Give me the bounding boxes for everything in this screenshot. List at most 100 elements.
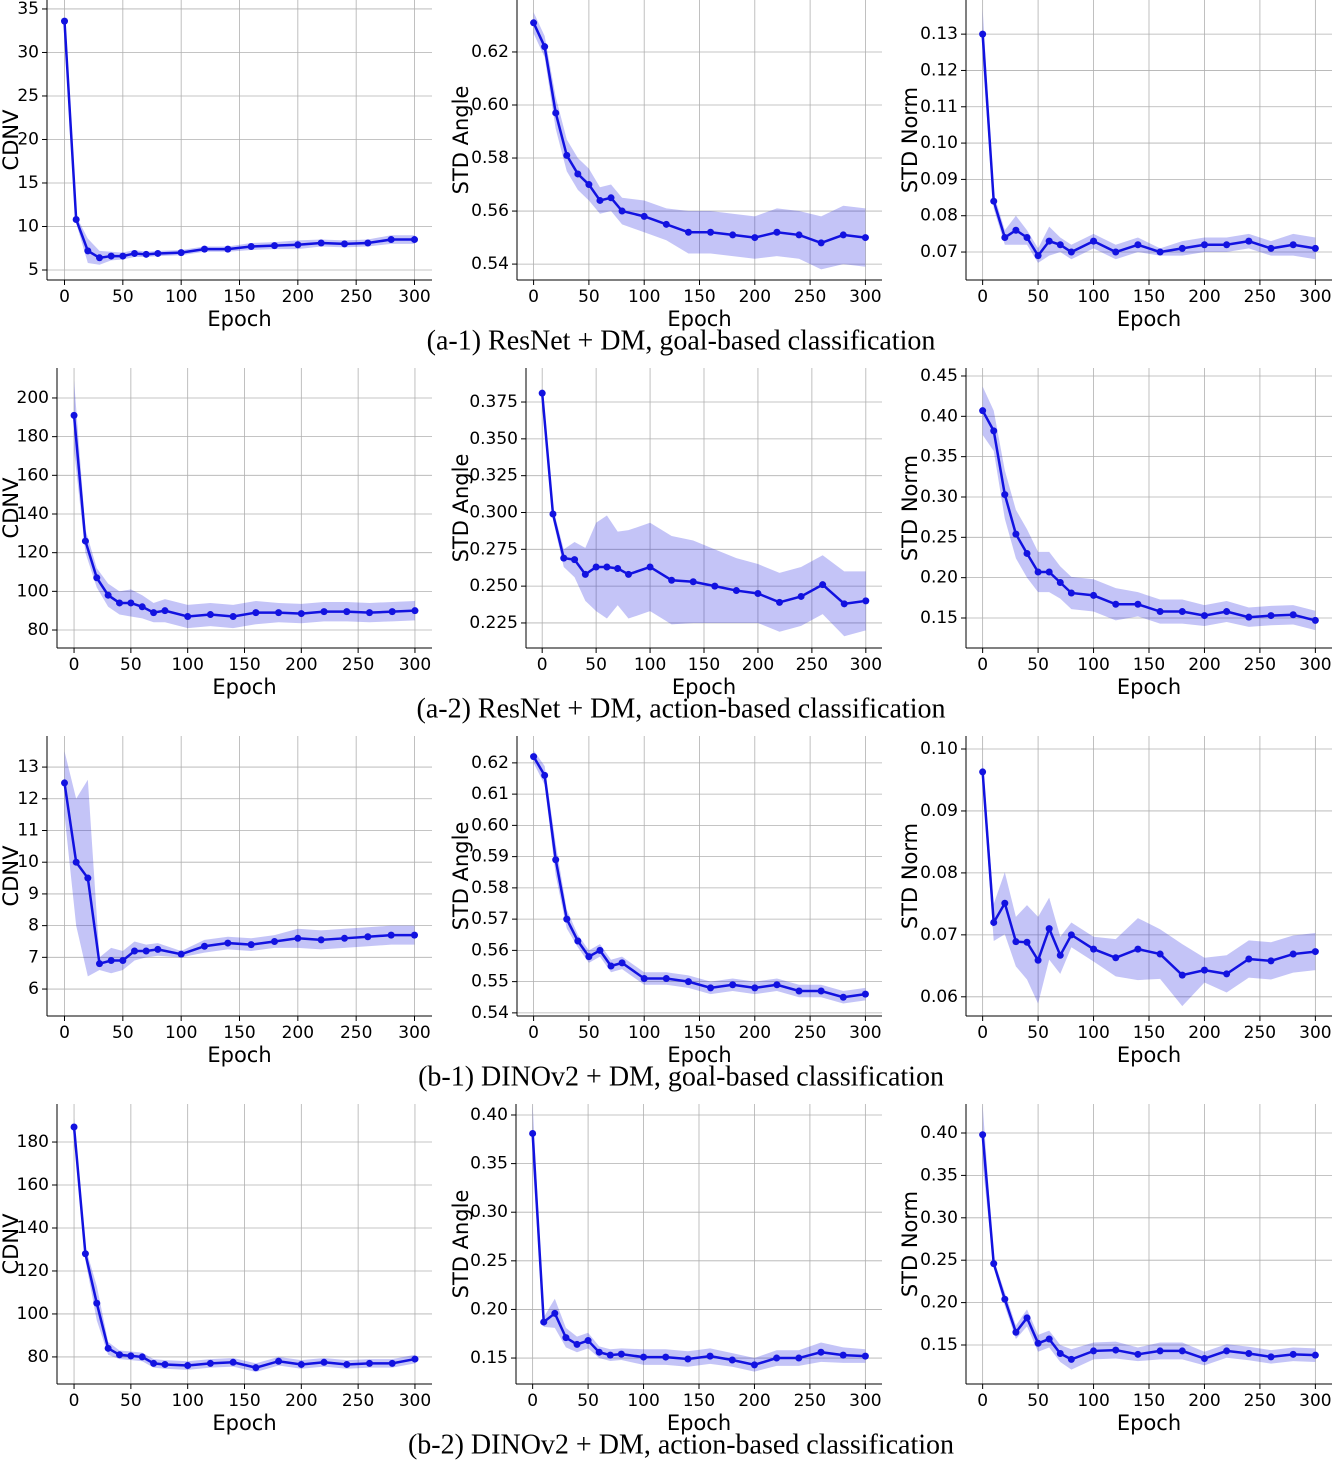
marker bbox=[131, 249, 138, 257]
marker bbox=[1067, 589, 1075, 597]
x-tick-label: 150 bbox=[1133, 1023, 1165, 1043]
marker bbox=[388, 608, 396, 616]
y-tick-label: 0.325 bbox=[469, 466, 518, 486]
marker bbox=[1200, 612, 1208, 620]
x-tick-label: 250 bbox=[1244, 1023, 1276, 1043]
marker bbox=[861, 234, 869, 242]
marker bbox=[1178, 608, 1186, 616]
marker bbox=[862, 597, 870, 605]
marker bbox=[1245, 237, 1253, 245]
x-axis-label: Epoch bbox=[207, 307, 271, 331]
marker bbox=[177, 249, 185, 257]
marker bbox=[607, 962, 615, 970]
y-tick-label: 120 bbox=[17, 1261, 49, 1281]
x-tick-label: 0 bbox=[59, 287, 70, 307]
marker bbox=[1023, 549, 1031, 557]
x-tick-label: 200 bbox=[742, 655, 774, 675]
marker bbox=[596, 946, 604, 954]
y-tick-label: 0.375 bbox=[469, 392, 518, 412]
x-tick-label: 50 bbox=[578, 287, 600, 307]
y-tick-label: 100 bbox=[17, 581, 49, 601]
y-axis-label: CDNV bbox=[0, 845, 23, 907]
marker bbox=[1245, 613, 1253, 621]
y-tick-label: 0.62 bbox=[471, 42, 509, 62]
marker bbox=[1178, 244, 1186, 252]
y-tick-label: 0.60 bbox=[471, 815, 509, 835]
x-tick-label: 250 bbox=[342, 655, 374, 675]
marker bbox=[224, 939, 232, 947]
marker bbox=[754, 590, 762, 598]
x-tick-label: 300 bbox=[1299, 1023, 1331, 1043]
y-tick-label: 0.54 bbox=[471, 254, 509, 274]
y-tick-label: 11 bbox=[17, 820, 39, 840]
marker bbox=[684, 228, 692, 236]
x-tick-label: 200 bbox=[282, 1023, 314, 1043]
marker bbox=[84, 874, 92, 882]
x-tick-label: 200 bbox=[739, 1023, 771, 1043]
x-tick-label: 300 bbox=[399, 1391, 431, 1411]
marker bbox=[530, 753, 538, 761]
x-tick-label: 250 bbox=[794, 287, 826, 307]
marker bbox=[751, 984, 759, 992]
marker bbox=[119, 957, 127, 965]
marker bbox=[247, 243, 255, 251]
marker bbox=[61, 779, 68, 787]
caption: (a-2) ResNet + DM, action-based classifi… bbox=[417, 693, 946, 724]
y-tick-label: 15 bbox=[17, 173, 39, 193]
marker bbox=[1289, 950, 1297, 958]
y-tick-label: 0.10 bbox=[920, 739, 958, 759]
marker bbox=[584, 1337, 592, 1345]
marker bbox=[387, 236, 395, 244]
marker bbox=[689, 578, 697, 586]
marker bbox=[839, 993, 847, 1001]
x-tick-label: 100 bbox=[627, 1391, 659, 1411]
marker bbox=[990, 918, 998, 926]
marker bbox=[1134, 1350, 1142, 1358]
y-tick-label: 80 bbox=[27, 1347, 49, 1367]
marker bbox=[614, 564, 622, 572]
x-tick-label: 50 bbox=[112, 1023, 134, 1043]
y-tick-label: 0.15 bbox=[470, 1348, 508, 1368]
marker bbox=[1200, 1355, 1208, 1363]
marker bbox=[1090, 591, 1098, 599]
marker bbox=[271, 242, 278, 250]
marker bbox=[1045, 925, 1053, 933]
marker bbox=[684, 1355, 692, 1363]
marker bbox=[107, 252, 115, 260]
y-tick-label: 0.300 bbox=[469, 502, 518, 522]
x-tick-label: 250 bbox=[1244, 655, 1276, 675]
x-tick-label: 100 bbox=[171, 655, 203, 675]
marker bbox=[585, 181, 593, 189]
x-tick-label: 0 bbox=[528, 1023, 539, 1043]
marker bbox=[252, 609, 260, 617]
x-axis-label: Epoch bbox=[667, 307, 731, 331]
marker bbox=[640, 1353, 648, 1361]
x-tick-label: 0 bbox=[59, 1023, 70, 1043]
marker bbox=[795, 231, 803, 239]
marker bbox=[1090, 237, 1098, 245]
marker bbox=[229, 1358, 237, 1366]
x-tick-label: 50 bbox=[578, 1023, 600, 1043]
x-axis-label: Epoch bbox=[1117, 1043, 1181, 1067]
x-tick-label: 0 bbox=[528, 287, 539, 307]
marker bbox=[646, 563, 654, 571]
y-tick-label: 0.275 bbox=[469, 539, 518, 559]
y-tick-label: 20 bbox=[17, 129, 39, 149]
y-tick-label: 0.61 bbox=[471, 784, 509, 804]
marker bbox=[1023, 234, 1031, 242]
x-tick-label: 150 bbox=[1133, 655, 1165, 675]
x-tick-label: 0 bbox=[977, 1391, 988, 1411]
x-tick-label: 300 bbox=[398, 287, 430, 307]
marker bbox=[154, 945, 162, 953]
marker bbox=[797, 592, 805, 600]
marker bbox=[773, 981, 781, 989]
y-axis-label: STD Angle bbox=[449, 86, 473, 195]
y-tick-label: 0.30 bbox=[920, 487, 958, 507]
marker bbox=[563, 915, 571, 923]
y-tick-label: 10 bbox=[17, 216, 39, 236]
y-tick-label: 8 bbox=[28, 916, 39, 936]
y-tick-label: 13 bbox=[17, 757, 39, 777]
x-tick-label: 100 bbox=[1077, 287, 1109, 307]
marker bbox=[201, 245, 208, 253]
line bbox=[981, 410, 1316, 622]
